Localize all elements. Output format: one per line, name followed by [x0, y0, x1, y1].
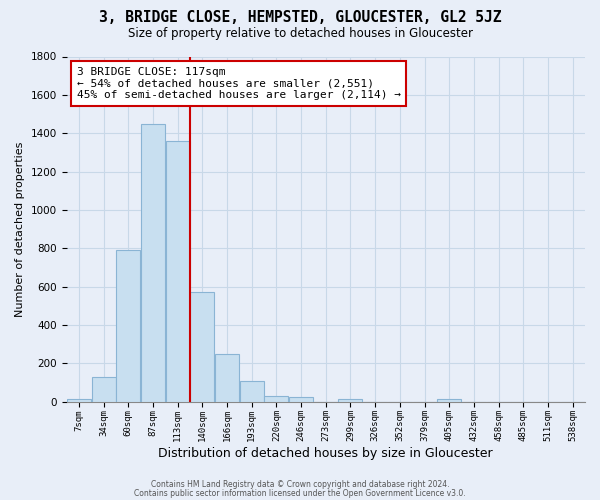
- Bar: [190, 292, 214, 402]
- Bar: [215, 354, 239, 402]
- Bar: [116, 250, 140, 402]
- Text: Contains HM Land Registry data © Crown copyright and database right 2024.: Contains HM Land Registry data © Crown c…: [151, 480, 449, 489]
- Text: 3, BRIDGE CLOSE, HEMPSTED, GLOUCESTER, GL2 5JZ: 3, BRIDGE CLOSE, HEMPSTED, GLOUCESTER, G…: [99, 10, 501, 25]
- Text: Size of property relative to detached houses in Gloucester: Size of property relative to detached ho…: [128, 28, 473, 40]
- Bar: [141, 124, 165, 402]
- Bar: [265, 396, 289, 402]
- X-axis label: Distribution of detached houses by size in Gloucester: Distribution of detached houses by size …: [158, 447, 493, 460]
- Bar: [67, 398, 91, 402]
- Text: Contains public sector information licensed under the Open Government Licence v3: Contains public sector information licen…: [134, 488, 466, 498]
- Bar: [166, 141, 190, 402]
- Bar: [92, 376, 116, 402]
- Bar: [289, 398, 313, 402]
- Bar: [437, 398, 461, 402]
- Y-axis label: Number of detached properties: Number of detached properties: [15, 142, 25, 316]
- Bar: [240, 382, 263, 402]
- Text: 3 BRIDGE CLOSE: 117sqm
← 54% of detached houses are smaller (2,551)
45% of semi-: 3 BRIDGE CLOSE: 117sqm ← 54% of detached…: [77, 67, 401, 100]
- Bar: [338, 398, 362, 402]
